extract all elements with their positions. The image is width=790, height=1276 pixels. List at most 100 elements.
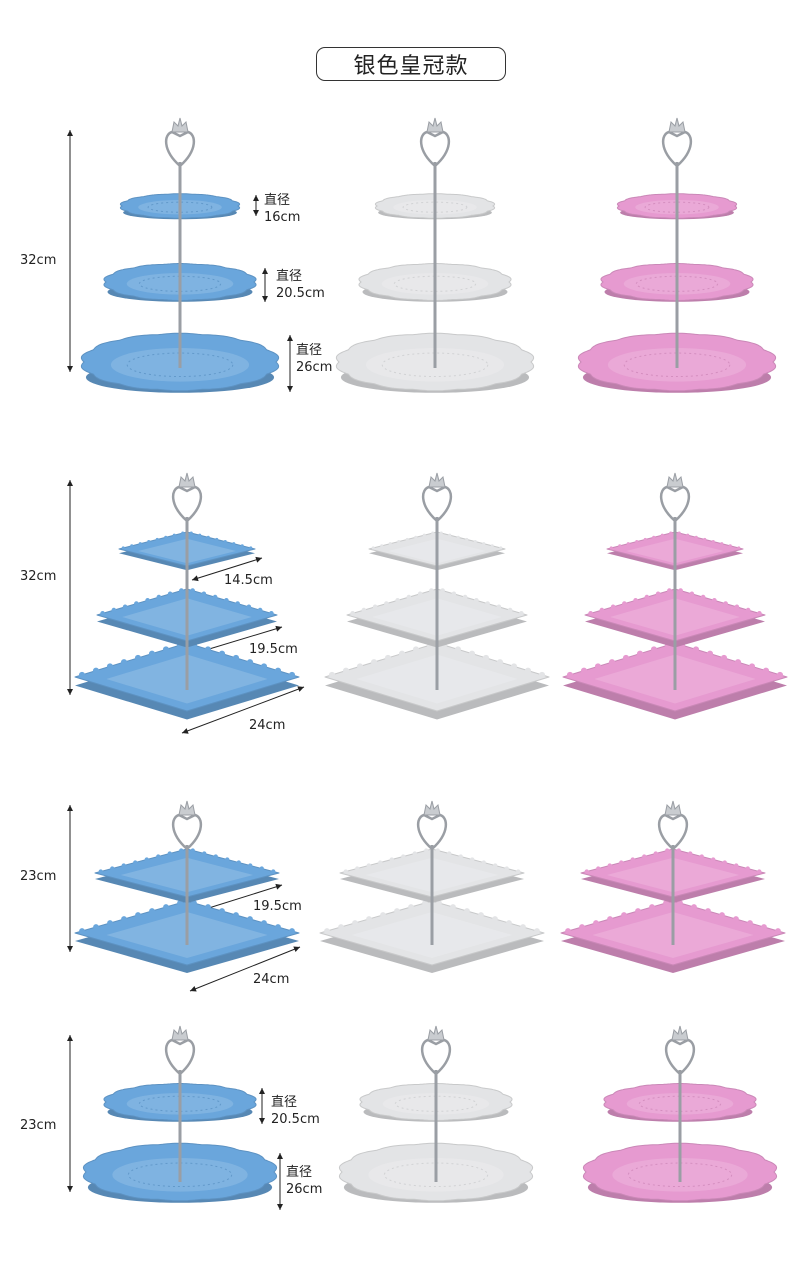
arrow-head [182, 728, 189, 734]
plate-scallop [538, 671, 546, 678]
plate-scallop [352, 920, 358, 926]
plate-scallop [712, 598, 717, 603]
plate-scallop [380, 544, 384, 548]
plate-scallop [609, 546, 613, 550]
handle-loop [665, 1038, 695, 1075]
plate-scallop [579, 924, 585, 930]
plate-scallop [401, 854, 406, 859]
handle-loop [172, 485, 202, 522]
dim-arrow-bottom [181, 686, 305, 734]
arrow-head [253, 210, 259, 216]
plate-scallop [747, 920, 753, 926]
plate-scallop [761, 924, 767, 930]
dim-label-bottom: 直径 26cm [286, 1165, 323, 1197]
arrow-head [275, 883, 282, 890]
plate-scallop [669, 531, 673, 535]
handle-loop [422, 485, 452, 522]
plate-scallop [135, 912, 141, 918]
dim-label-bottom: 24cm [253, 972, 290, 987]
plate-scallop [493, 863, 498, 868]
plate-emboss [394, 1095, 478, 1112]
plate-scallop [677, 900, 683, 906]
row2-graphics [67, 472, 788, 734]
plate-scallop [394, 908, 400, 914]
plate-scallop [667, 588, 672, 593]
plate-scallop [454, 646, 462, 653]
plate-scallop [776, 671, 784, 678]
arrow-head [255, 556, 262, 563]
row-round-2tier: 23cm 直径 20.5cm 直径 26cm [0, 1020, 790, 1210]
plate-scallop [622, 601, 627, 606]
crown-finial [426, 117, 444, 133]
plate-scallop [361, 607, 367, 613]
plate-scallop [504, 866, 509, 871]
arrow-head [67, 1035, 73, 1041]
plate-scallop [692, 646, 700, 653]
handle-loop [165, 130, 195, 167]
plate-scallop [588, 611, 593, 616]
row4-graphics [67, 1025, 778, 1210]
plate-scallop [465, 537, 469, 541]
plate-scallop [275, 924, 281, 930]
arrow-head [67, 366, 73, 372]
plate-scallop [412, 851, 417, 856]
plate-scallop [78, 671, 86, 678]
plate-scallop [274, 667, 282, 674]
row3-graphics [67, 800, 786, 992]
arrow-head [262, 296, 268, 302]
dim-label-top: 直径 16cm [264, 193, 301, 225]
crown-finial [171, 117, 189, 133]
plate-scallop [181, 531, 185, 535]
plate-scallop [608, 659, 616, 666]
plate-scallop [706, 650, 714, 657]
arrow-head [277, 1153, 283, 1159]
handle-loop [420, 130, 450, 167]
handle-loop [662, 130, 692, 167]
plate-scallop [204, 646, 212, 653]
plate-scallop [705, 908, 711, 914]
plate-emboss [381, 352, 489, 378]
plate-scallop [384, 654, 392, 661]
plate-scallop [147, 540, 151, 544]
plate-scallop [482, 654, 490, 661]
height-arrow [67, 1035, 73, 1192]
plate-scallop [405, 537, 409, 541]
arrow-head [192, 575, 199, 582]
plate-scallop [607, 916, 613, 922]
plate-scallop [652, 535, 656, 539]
plate-scallop [565, 928, 571, 934]
plate-scallop [271, 869, 276, 874]
plate-scallop [163, 904, 169, 910]
dim-label-bottom: 24cm [249, 718, 286, 733]
arrow-head [287, 335, 293, 341]
height-arrow [67, 130, 73, 372]
dim-label-bottom: 直径 26cm [296, 343, 333, 375]
plate-emboss [635, 275, 719, 292]
plate-scallop [762, 667, 770, 674]
plate-scallop [435, 848, 440, 853]
crown-finial [171, 1025, 189, 1041]
plate-scallop [201, 591, 207, 597]
plate-scallop [388, 542, 392, 546]
arrow-head [275, 625, 282, 632]
arrow-line [181, 686, 305, 734]
plate-scallop [343, 869, 348, 874]
plate-scallop [422, 533, 426, 537]
arrow-line [191, 557, 263, 581]
arrow-head [67, 805, 73, 811]
crown-finial [427, 1025, 445, 1041]
plate-scallop [719, 912, 725, 918]
arrow-head [287, 386, 293, 392]
plate-scallop [519, 611, 524, 616]
plate-scallop [722, 860, 727, 865]
plate-emboss [627, 1162, 733, 1188]
dim-label-top: 14.5cm [224, 573, 273, 588]
plate-scallop [728, 544, 732, 548]
plate-scallop [534, 928, 540, 934]
height-label: 32cm [20, 569, 57, 584]
plate-emboss [127, 1162, 233, 1188]
plate-scallop [618, 544, 622, 548]
plate-emboss [383, 1162, 489, 1188]
plate-scallop [397, 540, 401, 544]
plate-scallop [257, 607, 263, 613]
